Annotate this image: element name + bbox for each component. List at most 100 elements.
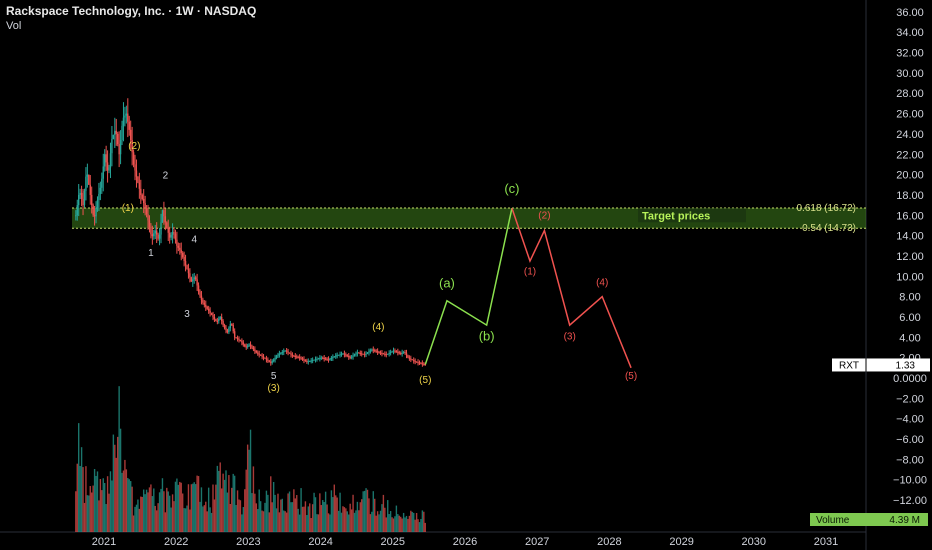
- candle-body: [189, 273, 191, 278]
- volume-bar: [320, 505, 322, 532]
- volume-bar: [108, 493, 110, 532]
- candle-body: [93, 215, 96, 217]
- candle-body: [210, 312, 213, 315]
- candle-body: [232, 325, 234, 332]
- volume-bar: [265, 490, 268, 532]
- volume-bar: [303, 506, 305, 532]
- candle-body: [171, 231, 174, 235]
- chart-header: Rackspace Technology, Inc. · 1W · NASDAQ…: [6, 4, 256, 32]
- candle-body: [154, 230, 156, 234]
- candle-body: [89, 184, 91, 195]
- volume-bar: [83, 502, 86, 532]
- volume-bar: [346, 511, 348, 532]
- volume-bar: [355, 510, 357, 532]
- candle-body: [323, 358, 325, 360]
- volume-bar: [365, 488, 367, 532]
- candle-body: [96, 200, 99, 209]
- volume-bar: [379, 510, 382, 532]
- candle-body: [391, 351, 393, 353]
- volume-bar: [138, 508, 141, 532]
- volume-bar: [418, 522, 421, 532]
- candle-body: [218, 319, 220, 322]
- volume-bar: [369, 514, 372, 532]
- candle-body: [379, 352, 382, 354]
- candle-body: [272, 359, 275, 362]
- volume-bar: [128, 479, 130, 532]
- candle-body: [249, 344, 252, 347]
- volume-bar: [99, 478, 102, 532]
- candle-body: [411, 359, 413, 361]
- volume-bar: [387, 500, 389, 532]
- volume-bar: [194, 484, 197, 532]
- price-axis-tick: 20.00: [896, 170, 924, 182]
- volume-bar: [288, 491, 291, 532]
- candle-body: [158, 234, 161, 239]
- candle-body: [241, 341, 243, 343]
- candle-body: [166, 222, 168, 228]
- candle-body: [141, 194, 143, 200]
- candle-body: [346, 355, 348, 357]
- volume-bar: [148, 487, 151, 532]
- candle-body: [196, 279, 198, 286]
- volume-bar: [125, 469, 128, 532]
- candle-body: [104, 154, 106, 167]
- candle-body: [335, 355, 337, 357]
- volume-bar: [209, 507, 211, 532]
- volume-bar: [272, 481, 275, 532]
- candle-body: [275, 356, 278, 358]
- volume-indicator-label: Vol: [6, 20, 22, 32]
- volume-bar: [190, 484, 193, 532]
- volume-bar: [213, 499, 216, 532]
- candle-body: [151, 234, 154, 237]
- candle-body: [128, 121, 130, 130]
- candle-body: [186, 265, 188, 270]
- volume-bar: [179, 481, 181, 532]
- candle-body: [121, 125, 123, 141]
- volume-bar: [252, 466, 255, 532]
- candle-body: [288, 352, 291, 354]
- volume-bar: [229, 503, 232, 532]
- volume-bar: [284, 511, 286, 532]
- candle-body: [371, 349, 373, 351]
- volume-bar: [322, 500, 324, 532]
- volume-bar: [242, 507, 245, 532]
- wave-label: 2: [163, 171, 169, 182]
- volume-bar: [119, 428, 122, 532]
- candle-body: [155, 230, 158, 235]
- candle-body: [353, 354, 356, 356]
- volume-bar: [368, 498, 370, 532]
- candle-body: [366, 352, 369, 354]
- candle-body: [343, 353, 346, 355]
- time-axis-tick: 2029: [669, 536, 693, 548]
- volume-bar: [112, 434, 115, 532]
- candle-body: [238, 338, 240, 340]
- candle-body: [369, 350, 372, 352]
- candle-body: [297, 356, 299, 358]
- volume-bar: [248, 449, 250, 532]
- volume-bar: [326, 504, 328, 532]
- volume-bar: [88, 495, 90, 532]
- volume-bar: [366, 489, 369, 532]
- candle-body: [197, 285, 200, 292]
- candle-body: [254, 349, 256, 351]
- volume-bar: [105, 504, 107, 532]
- volume-bar: [231, 487, 233, 532]
- candle-body: [277, 354, 279, 357]
- candle-body: [326, 358, 328, 360]
- volume-bar: [275, 508, 278, 532]
- volume-bar: [193, 482, 195, 532]
- volume-bar: [189, 509, 191, 532]
- candle-body: [309, 360, 311, 362]
- volume-bar: [207, 487, 210, 532]
- volume-bar: [246, 444, 249, 532]
- volume-bar: [401, 518, 403, 532]
- candle-body: [114, 130, 116, 135]
- volume-bar: [163, 491, 165, 532]
- volume-bar: [153, 488, 155, 532]
- volume-bar: [424, 522, 426, 532]
- candle-body: [333, 356, 335, 358]
- volume-bar: [327, 513, 330, 532]
- candle-body: [262, 356, 265, 358]
- candle-body: [206, 306, 208, 309]
